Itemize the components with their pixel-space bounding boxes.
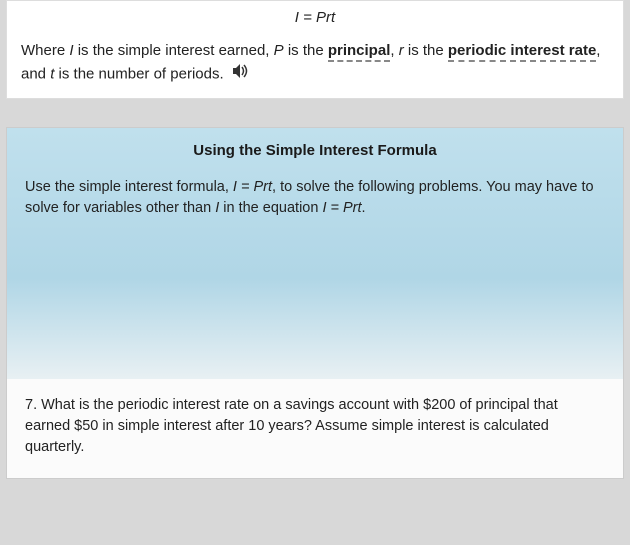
txt: in the equation	[219, 200, 322, 216]
txt: Where	[21, 42, 69, 59]
formula-text: I = Prt	[21, 9, 609, 26]
txt: is the	[284, 42, 328, 59]
where-text: Where I is the simple interest earned, P…	[21, 40, 609, 86]
panel-title: Using the Simple Interest Formula	[25, 142, 605, 159]
formula-card: I = Prt Where I is the simple interest e…	[6, 0, 624, 99]
audio-icon[interactable]	[232, 63, 250, 87]
txt: is the simple interest earned,	[74, 42, 274, 59]
formula-inline: I = Prt	[322, 200, 361, 216]
instruction-panel: Using the Simple Interest Formula Use th…	[7, 128, 623, 379]
term-principal[interactable]: principal	[328, 42, 391, 62]
txt: is the number of periods.	[54, 65, 227, 82]
var-P: P	[274, 42, 284, 59]
txt: ,	[390, 42, 398, 59]
question-7: 7. What is the periodic interest rate on…	[7, 379, 623, 478]
txt: is the	[404, 42, 448, 59]
term-interest-rate[interactable]: interest rate	[510, 42, 596, 62]
txt: Use the simple interest formula,	[25, 179, 233, 195]
question-text: 7. What is the periodic interest rate on…	[25, 397, 558, 455]
panel-body: Use the simple interest formula, I = Prt…	[25, 177, 605, 219]
txt: .	[362, 200, 366, 216]
term-periodic[interactable]: periodic	[448, 42, 506, 62]
exercise-card: Using the Simple Interest Formula Use th…	[6, 127, 624, 479]
formula-inline: I = Prt	[233, 179, 272, 195]
